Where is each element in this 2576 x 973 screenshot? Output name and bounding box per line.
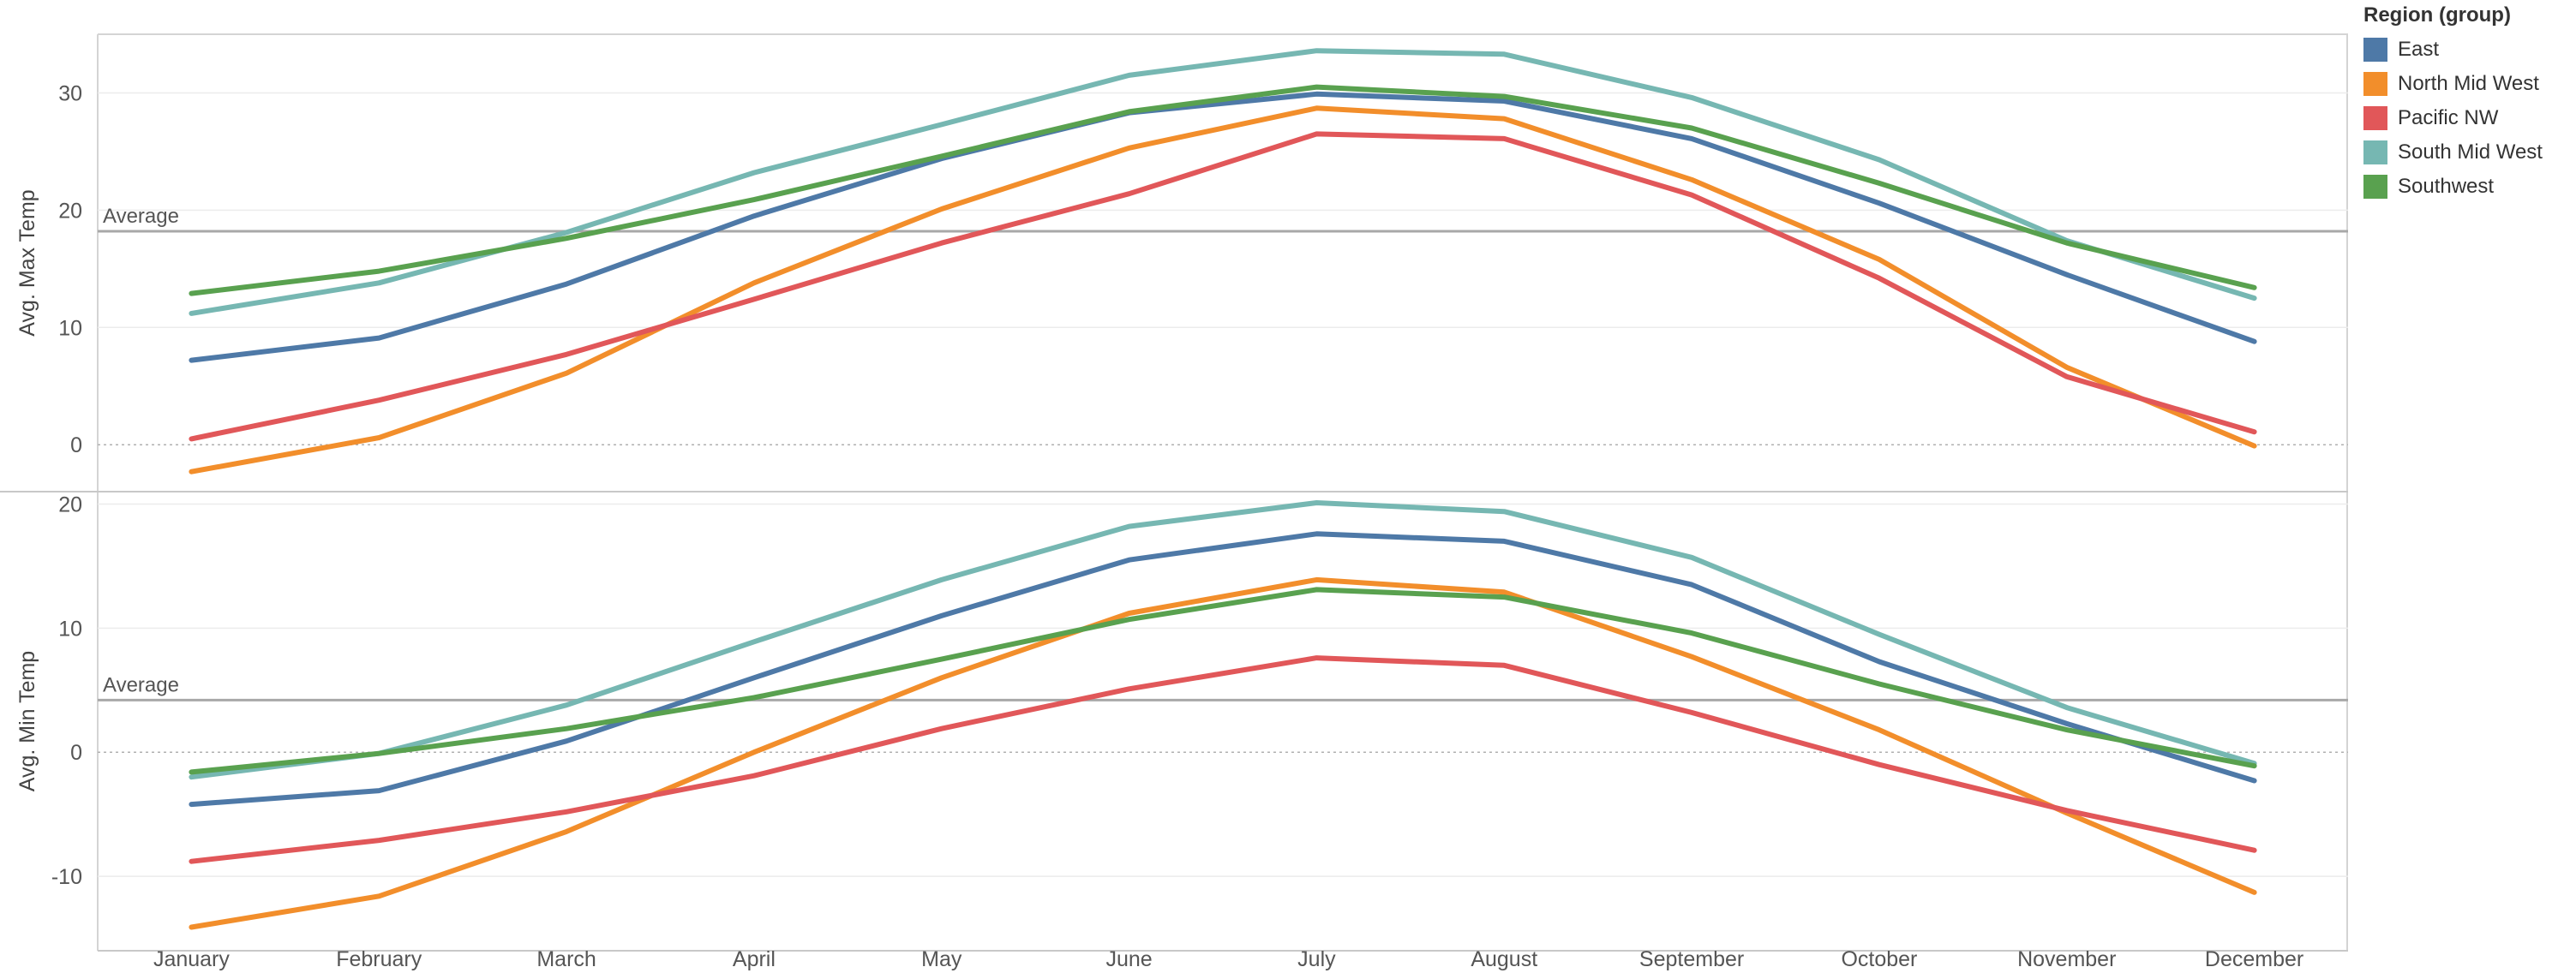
x-tick-label-december: December	[2205, 947, 2303, 971]
legend-item-south-mid-west[interactable]: South Mid West	[2363, 135, 2543, 170]
avg-max-temp-average-label: Average	[103, 205, 179, 228]
legend-label: East	[2398, 38, 2440, 61]
legend-items: East North Mid West Pacific NW South Mid We…	[2363, 33, 2543, 204]
avg-min-temp-series-south-mid-west	[189, 500, 2257, 780]
legend-swatch	[2363, 38, 2387, 62]
avg-max-temp-tick-label: 20	[58, 199, 82, 223]
x-tick-label-october: October	[1841, 947, 1917, 971]
line-chart: Avg. Max Temp 0 10 20 30 Average Avg. Min Temp…	[0, 33, 2348, 971]
avg-min-temp-tick-label: 0	[70, 741, 82, 765]
legend-label: North Mid West	[2398, 72, 2539, 95]
x-tick-label-september: September	[1639, 947, 1744, 971]
legend-swatch	[2363, 72, 2387, 96]
avg-max-temp-series-south-mid-west	[189, 48, 2257, 316]
legend-item-southwest[interactable]: Southwest	[2363, 170, 2543, 204]
x-tick-label-june: June	[1105, 947, 1152, 971]
avg-max-temp-series-southwest	[189, 84, 2257, 296]
legend-swatch	[2363, 140, 2387, 164]
x-tick-label-march: March	[536, 947, 596, 971]
avg-min-temp-series-north-mid-west	[189, 576, 2257, 930]
x-tick-label-july: July	[1297, 947, 1336, 971]
legend-label: Southwest	[2398, 175, 2495, 198]
legend-swatch	[2363, 106, 2387, 130]
legend-item-pacific-nw[interactable]: Pacific NW	[2363, 101, 2543, 135]
avg-max-temp-tick-label: 10	[58, 316, 82, 340]
avg-max-temp-tick-label: 0	[70, 433, 82, 457]
avg-max-temp-series-north-mid-west	[189, 105, 2257, 475]
avg-min-temp-tick-label: 20	[58, 492, 82, 516]
legend-title: Region (group)	[2363, 3, 2511, 27]
avg-max-temp-series-pacific-nw	[189, 131, 2257, 442]
x-tick-label-may: May	[921, 947, 962, 971]
legend-item-east[interactable]: East	[2363, 33, 2543, 67]
x-tick-label-january: January	[153, 947, 230, 971]
legend-item-north-mid-west[interactable]: North Mid West	[2363, 67, 2543, 101]
avg-max-temp-axis-title: Avg. Max Temp	[15, 189, 39, 336]
avg-min-temp-series-east	[189, 531, 2257, 808]
avg-min-temp-average-label: Average	[103, 673, 179, 696]
avg-min-temp-tick-label: 10	[58, 617, 82, 641]
x-tick-label-february: February	[336, 947, 422, 971]
x-tick-label-november: November	[2017, 947, 2116, 971]
avg-max-temp-tick-label: 30	[58, 81, 82, 105]
avg-min-temp-axis-title: Avg. Min Temp	[15, 651, 39, 791]
avg-max-temp-series-east	[189, 91, 2257, 363]
legend-label: South Mid West	[2398, 140, 2543, 164]
avg-min-temp-tick-label: -10	[51, 865, 82, 889]
x-tick-label-august: August	[1471, 947, 1537, 971]
legend: Region (group) East North Mid West Pacific…	[2363, 3, 2543, 204]
legend-swatch	[2363, 175, 2387, 199]
avg-min-temp-series-pacific-nw	[189, 655, 2257, 864]
x-tick-label-april: April	[733, 947, 776, 971]
legend-label: Pacific NW	[2398, 106, 2499, 129]
avg-min-temp-series-southwest	[189, 587, 2257, 775]
